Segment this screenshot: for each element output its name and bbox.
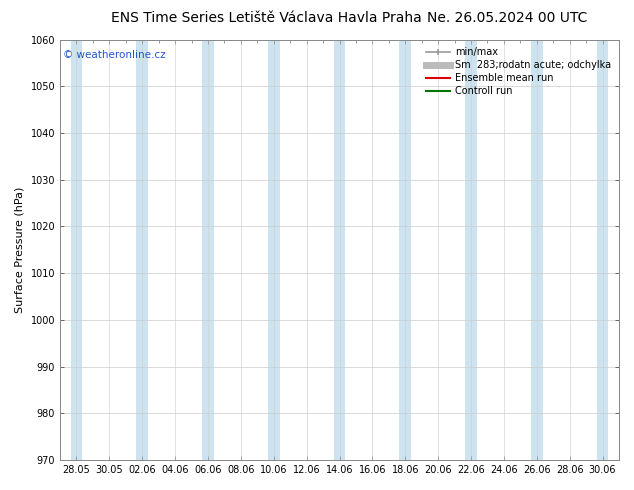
Bar <box>136 40 148 460</box>
Text: © weatheronline.cz: © weatheronline.cz <box>63 50 165 60</box>
Bar <box>465 40 477 460</box>
Text: ENS Time Series Letiště Václava Havla Praha: ENS Time Series Letiště Václava Havla Pr… <box>111 11 422 25</box>
Bar <box>70 40 82 460</box>
Bar <box>268 40 280 460</box>
Bar <box>531 40 543 460</box>
Bar <box>399 40 411 460</box>
Y-axis label: Surface Pressure (hPa): Surface Pressure (hPa) <box>15 187 25 313</box>
Bar <box>333 40 346 460</box>
Bar <box>202 40 214 460</box>
Text: Ne. 26.05.2024 00 UTC: Ne. 26.05.2024 00 UTC <box>427 11 587 25</box>
Bar <box>597 40 609 460</box>
Legend: min/max, Sm  283;rodatn acute; odchylka, Ensemble mean run, Controll run: min/max, Sm 283;rodatn acute; odchylka, … <box>423 45 614 99</box>
